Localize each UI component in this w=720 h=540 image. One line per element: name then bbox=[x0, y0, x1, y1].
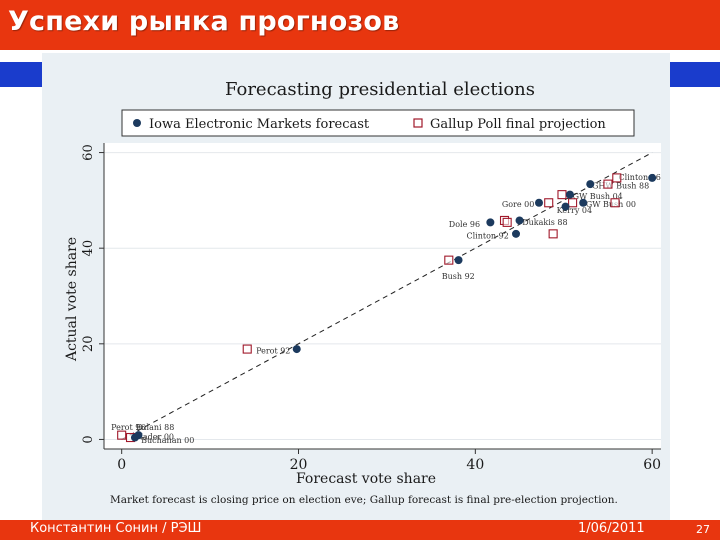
point-label: Bush 92 bbox=[442, 272, 475, 281]
gridlines bbox=[104, 152, 661, 440]
x-tick-label: 20 bbox=[290, 457, 308, 473]
iem-point bbox=[561, 202, 570, 211]
legend-iem-marker bbox=[133, 119, 141, 127]
gallup-point bbox=[548, 229, 558, 239]
point-label: Perot 92 bbox=[256, 347, 290, 356]
x-tick-label: 0 bbox=[117, 457, 126, 473]
footer-date: 1/06/2011 bbox=[578, 521, 645, 536]
iem-point bbox=[515, 216, 524, 225]
chart-panel: Forecasting presidential elections Iowa … bbox=[42, 53, 670, 520]
footer-author: Константин Сонин / РЭШ bbox=[30, 521, 202, 536]
point-label: Dukakis 88 bbox=[522, 218, 567, 227]
gallup-point bbox=[502, 217, 512, 227]
legend-gallup-label: Gallup Poll final projection bbox=[430, 117, 606, 132]
gallup-point bbox=[544, 198, 554, 208]
tick-labels: 0 20 40 60 0 20 40 60 bbox=[81, 144, 661, 473]
reference-line bbox=[121, 152, 653, 440]
y-tick-label: 20 bbox=[81, 336, 96, 353]
iem-point bbox=[454, 256, 463, 265]
point-label: Dole 96 bbox=[449, 220, 480, 229]
iem-point bbox=[130, 433, 139, 442]
gallup-point bbox=[557, 190, 567, 200]
legend-box bbox=[121, 109, 635, 137]
x-axis-title: Forecast vote share bbox=[296, 471, 436, 487]
page-number: 27 bbox=[696, 523, 710, 536]
point-label: Nader 00 bbox=[136, 433, 174, 442]
slide-title: Успехи рынка прогнозов bbox=[8, 6, 400, 37]
point-label: Gore 00 bbox=[502, 200, 535, 209]
point-label: GW Bush 04 bbox=[573, 192, 623, 201]
iem-point bbox=[534, 198, 543, 207]
y-tick-label: 60 bbox=[81, 144, 96, 161]
gallup-point bbox=[568, 198, 578, 208]
chart-title: Forecasting presidential elections bbox=[225, 79, 535, 100]
point-label: Kerry 04 bbox=[557, 206, 592, 215]
chart-note: Market forecast is closing price on elec… bbox=[110, 494, 618, 506]
x-tick-label: 60 bbox=[643, 457, 661, 473]
gallup-point bbox=[117, 430, 127, 440]
x-tick-label: 40 bbox=[466, 457, 484, 473]
iem-point bbox=[579, 198, 588, 207]
axes bbox=[99, 143, 661, 454]
y-tick-label: 0 bbox=[81, 435, 96, 443]
plot-area bbox=[104, 143, 661, 449]
point-label: GHW Bush 88 bbox=[592, 182, 649, 191]
point-label: Fulani 88 bbox=[136, 423, 174, 432]
legend-gallup-marker bbox=[413, 118, 423, 128]
title-bar: Успехи рынка прогнозов bbox=[0, 0, 720, 50]
point-label: Clinton 92 bbox=[466, 231, 508, 240]
point-label: Buchanan 00 bbox=[141, 436, 194, 445]
point-label: Perot 96 bbox=[111, 423, 145, 432]
iem-point bbox=[292, 345, 301, 354]
y-tick-label: 40 bbox=[81, 240, 96, 257]
iem-point bbox=[586, 180, 595, 189]
gallup-point bbox=[603, 179, 613, 189]
gallup-point bbox=[612, 173, 622, 183]
gallup-point bbox=[610, 198, 620, 208]
gallup-point bbox=[242, 344, 252, 354]
footer-bar: Константин Сонин / РЭШ 1/06/2011 27 bbox=[0, 520, 720, 540]
iem-point bbox=[512, 229, 521, 238]
y-axis-title: Actual vote share bbox=[64, 237, 80, 362]
iem-point bbox=[648, 173, 657, 182]
legend-iem-label: Iowa Electronic Markets forecast bbox=[149, 117, 370, 132]
iem-point bbox=[486, 218, 495, 227]
gallup-point bbox=[444, 255, 454, 265]
legend: Iowa Electronic Markets forecast Gallup … bbox=[121, 109, 635, 137]
election-forecast-chart: Forecasting presidential elections Iowa … bbox=[64, 79, 661, 506]
point-label: Clinton 96 bbox=[619, 173, 661, 182]
data-points bbox=[117, 173, 657, 443]
iem-point bbox=[565, 190, 574, 199]
